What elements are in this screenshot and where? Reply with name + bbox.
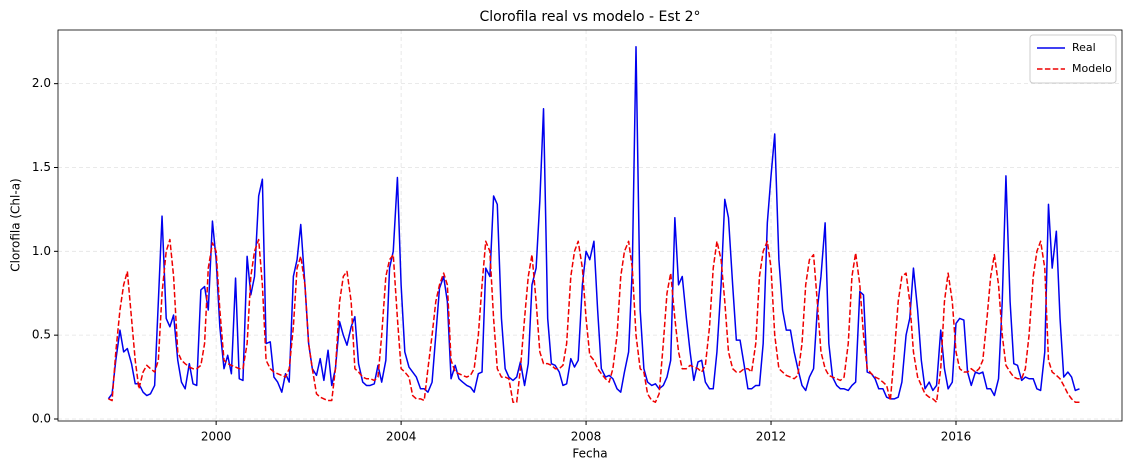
x-tick-label: 2012 [756,430,787,444]
y-tick-label: 1.5 [32,160,51,174]
x-tick-label: 2016 [941,430,972,444]
y-tick-label: 1.0 [32,244,51,258]
legend-label: Real [1072,41,1096,54]
x-tick-label: 2004 [386,430,417,444]
series-line [107,46,1080,400]
y-tick-label: 2.0 [32,76,51,90]
series-line [108,238,1080,403]
y-tick-label: 0.0 [32,411,51,425]
x-tick-label: 2000 [201,430,232,444]
legend-label: Modelo [1072,62,1112,75]
plot-frame [57,29,1123,422]
chart-title: Clorofila real vs modelo - Est 2° [479,9,700,25]
x-axis-label: Fecha [572,447,607,461]
legend: Real Modelo [1029,34,1117,84]
y-tick-label: 0.5 [32,328,51,342]
y-axis-label: Clorofila (Chl-a) [9,178,23,272]
x-tick-label: 2008 [571,430,602,444]
legend-box [1029,34,1117,84]
